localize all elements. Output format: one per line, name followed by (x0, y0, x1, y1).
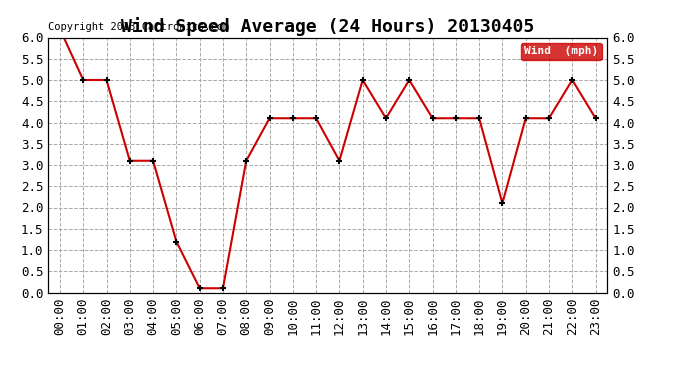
Legend: Wind  (mph): Wind (mph) (521, 43, 602, 60)
Point (590, 115, 601, 121)
Point (124, 158, 135, 164)
Point (404, 77, 415, 83)
Point (473, 115, 484, 121)
Point (264, 115, 275, 121)
Point (171, 238, 182, 244)
Point (287, 115, 298, 121)
Text: Copyright 2013 Cartronics.com: Copyright 2013 Cartronics.com (48, 22, 230, 32)
Point (78, 77, 89, 83)
Point (194, 285, 205, 291)
Point (241, 158, 252, 164)
Point (357, 77, 368, 83)
Point (55, 26, 66, 32)
Point (334, 158, 345, 164)
Point (520, 115, 531, 121)
Point (544, 115, 555, 121)
Point (497, 200, 508, 206)
Point (101, 77, 112, 83)
Point (566, 77, 578, 83)
Point (380, 115, 391, 121)
Point (217, 285, 228, 291)
Title: Wind Speed Average (24 Hours) 20130405: Wind Speed Average (24 Hours) 20130405 (121, 17, 534, 36)
Point (148, 158, 159, 164)
Point (427, 115, 438, 121)
Point (310, 115, 322, 121)
Point (451, 115, 462, 121)
